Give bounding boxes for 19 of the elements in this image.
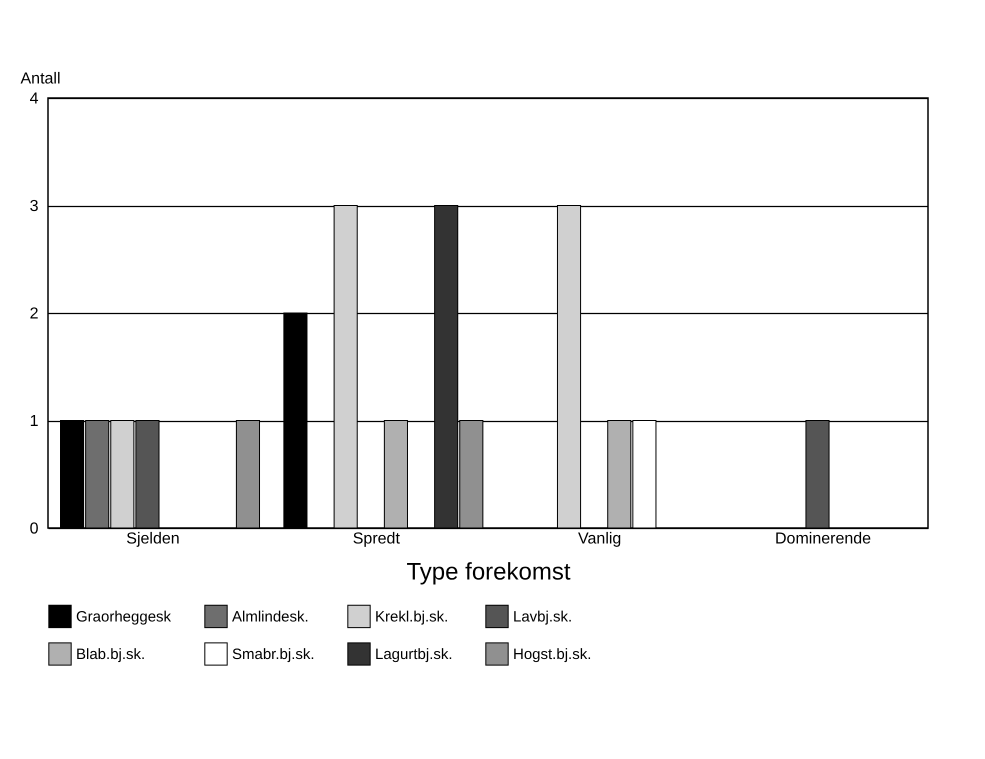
- y-tick-label: 0: [30, 520, 39, 538]
- x-tick-label: Dominerende: [774, 530, 872, 548]
- legend-label: Lavbj.sk.: [513, 608, 572, 626]
- x-axis-title: Type forekomst: [406, 558, 571, 586]
- x-tick-label: Spredt: [352, 530, 400, 548]
- legend-label: Almlindesk.: [232, 608, 309, 626]
- y-tick-label: 4: [30, 90, 39, 108]
- legend-label: Graorheggesk: [76, 608, 172, 626]
- legend-label: Blab.bj.sk.: [76, 646, 146, 663]
- x-tick-label: Sjelden: [126, 530, 180, 548]
- legend-label: Smabr.bj.sk.: [232, 646, 315, 663]
- x-tick-label: Vanlig: [578, 530, 622, 548]
- y-tick-label: 2: [30, 306, 39, 322]
- legend-label: Lagurtbj.sk.: [375, 646, 453, 663]
- y-tick-label: 3: [30, 198, 39, 215]
- legend-label: Hogst.bj.sk.: [513, 646, 592, 663]
- legend-label: Krekl.bj.sk.: [375, 608, 448, 626]
- y-axis-title: Antall: [20, 70, 61, 88]
- y-tick-label: 1: [30, 413, 39, 430]
